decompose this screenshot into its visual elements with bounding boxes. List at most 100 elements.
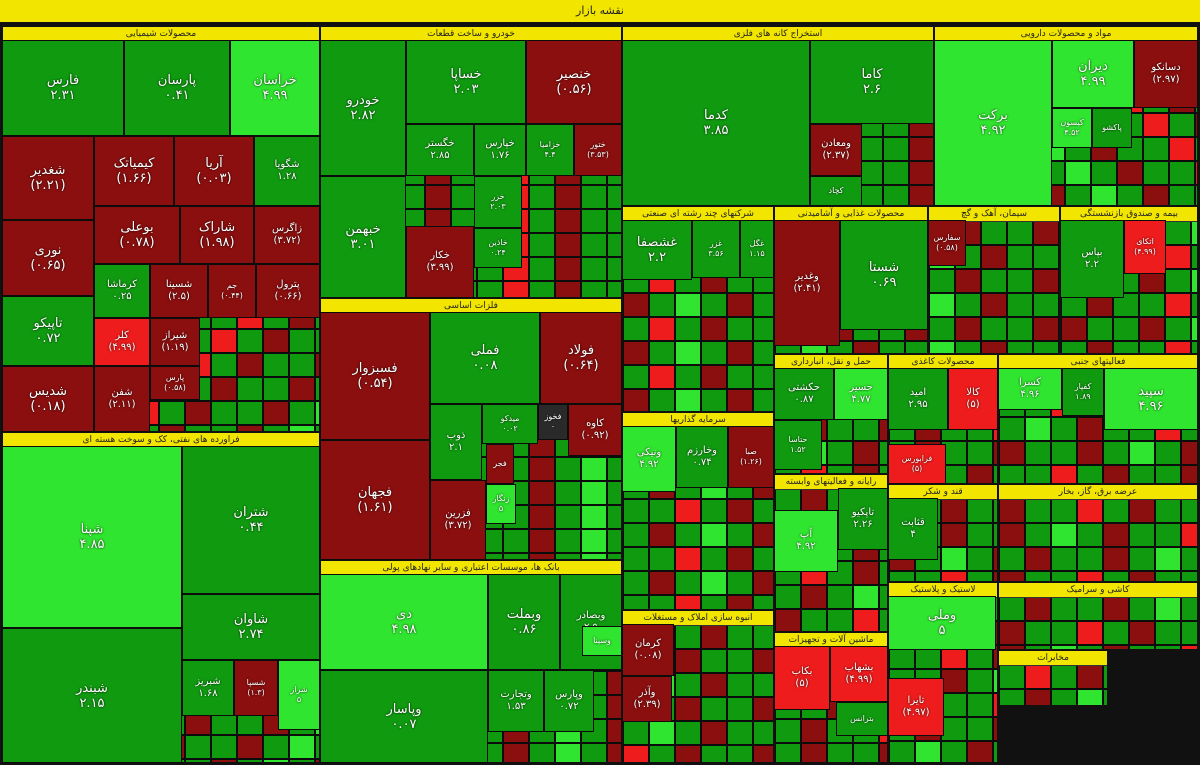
ticker-tile[interactable]: بکاب (۵) <box>774 646 830 710</box>
ticker-tile[interactable]: فولاد (۰.۶۴) <box>540 312 622 404</box>
ticker-tile[interactable]: شاوان ۲.۷۴ <box>182 594 320 660</box>
ticker-tile[interactable]: غگل ۱.۱۵ <box>740 220 774 278</box>
ticker-tile[interactable]: تاپکیو ۲.۲۶ <box>838 488 888 550</box>
minor-ticker-cell <box>967 693 993 717</box>
ticker-tile[interactable]: وپارس ۰.۷۲ <box>544 670 594 732</box>
ticker-tile[interactable]: بترانس <box>836 702 888 736</box>
ticker-tile[interactable]: دی ۴.۹۸ <box>320 574 488 670</box>
ticker-tile[interactable]: اتکای (۴.۹۹) <box>1124 220 1166 274</box>
ticker-tile[interactable]: خودرو ۲.۸۲ <box>320 40 406 176</box>
minor-ticker-cell <box>1139 317 1165 341</box>
ticker-tile[interactable]: فسبزوار (۰.۵۴) <box>320 312 430 440</box>
ticker-tile[interactable]: شراز ۵ <box>278 660 320 730</box>
ticker-tile[interactable]: وسینا <box>582 626 622 656</box>
ticker-tile[interactable]: وپاسار ۰.۰۷ <box>320 670 488 763</box>
ticker-tile[interactable]: فارس ۲.۳۱ <box>2 40 124 136</box>
ticker-tile[interactable]: ذوب ۲.۱ <box>430 404 482 480</box>
ticker-tile[interactable]: کچاد <box>810 176 862 206</box>
ticker-tile[interactable]: خاذین ۰.۲۴ <box>474 228 522 268</box>
ticker-tile[interactable]: فجهان (۱.۶۱) <box>320 440 430 560</box>
minor-ticker-cell <box>753 293 773 317</box>
ticker-tile[interactable]: میدکو ۰.۰۲ <box>482 404 538 444</box>
ticker-tile[interactable]: پارس (۰.۵۸) <box>150 366 200 400</box>
ticker-tile[interactable]: صبا (۱.۲۶) <box>728 426 774 488</box>
ticker-tile[interactable]: شسینا (۲.۵) <box>150 264 208 318</box>
ticker-tile[interactable]: تایرا (۴.۹۷) <box>888 678 944 736</box>
ticker-tile[interactable]: غزر ۳.۵۶ <box>692 220 740 278</box>
ticker-tile[interactable]: نوری (۰.۶۵) <box>2 220 94 296</box>
ticker-tile[interactable]: فجر <box>486 444 514 484</box>
ticker-tile[interactable]: پاکشو <box>1092 108 1132 148</box>
ticker-tile[interactable]: فرابورس (۵) <box>888 444 946 484</box>
ticker-tile[interactable]: کفپار ۱.۸۹ <box>1062 368 1104 416</box>
ticker-tile[interactable]: کاوه (۰.۹۲) <box>568 404 622 456</box>
ticker-tile[interactable]: خگستر ۲.۸۵ <box>406 124 474 176</box>
ticker-tile[interactable]: وغدیر (۲.۴۱) <box>774 220 840 346</box>
ticker-tile[interactable]: خکار (۳.۹۹) <box>406 226 474 298</box>
ticker-tile[interactable]: کلر (۴.۹۹) <box>94 318 150 366</box>
ticker-tile[interactable]: حسیر ۴.۷۷ <box>834 368 888 420</box>
ticker-tile[interactable]: خراسان ۴.۹۹ <box>230 40 320 136</box>
ticker-tile[interactable]: شگویا ۱.۲۸ <box>254 136 320 206</box>
ticker-tile[interactable]: وملی ۵ <box>888 596 996 650</box>
ticker-tile[interactable]: خساپا ۲.۰۳ <box>406 40 526 124</box>
ticker-tile[interactable]: آریا (۰.۰۳) <box>174 136 254 206</box>
ticker-tile[interactable]: تاپیکو ۰.۷۲ <box>2 296 94 366</box>
ticker-tile[interactable]: پترول (۰.۶۶) <box>256 264 320 318</box>
ticker-tile[interactable]: ومعادن (۲.۳۷) <box>810 124 862 176</box>
ticker-tile[interactable]: دیران ۴.۹۹ <box>1052 40 1134 108</box>
ticker-tile[interactable]: وآذر (۲.۳۹) <box>622 676 672 722</box>
ticker-tile[interactable]: جم (۰.۴۴) <box>208 264 256 318</box>
ticker-tile[interactable]: وخارزم ۰.۷۴ <box>676 426 728 488</box>
ticker-tile[interactable]: کرمان (۰.۰۸) <box>622 624 674 676</box>
ticker-tile[interactable]: فزرین (۳.۷۲) <box>430 480 486 560</box>
ticker-tile[interactable]: کسرا ۴.۹۶ <box>998 368 1062 410</box>
ticker-tile[interactable]: آپ ۴.۹۲ <box>774 510 838 572</box>
ticker-tile[interactable]: پارسان ۰.۴۱ <box>124 40 230 136</box>
ticker-tile[interactable]: خبهمن ۳.۰۱ <box>320 176 406 298</box>
ticker-tile[interactable]: شبندر ۲.۱۵ <box>2 628 182 763</box>
ticker-tile[interactable]: شتران ۰.۴۴ <box>182 446 320 594</box>
ticker-tile[interactable]: غشصفا ۲.۲ <box>622 220 692 280</box>
ticker-tile[interactable]: شبریز ۱.۶۸ <box>182 660 234 716</box>
ticker-tile[interactable]: بشهاب (۴.۹۹) <box>830 646 888 702</box>
ticker-tile[interactable]: کاما ۲.۶ <box>810 40 934 124</box>
ticker-tile[interactable]: ختور (۳.۵۳) <box>574 124 622 176</box>
ticker-tile[interactable]: خپارس ۱.۷۶ <box>474 124 526 176</box>
minor-ticker-cell <box>675 625 701 649</box>
ticker-tile[interactable]: ونیکی ۴.۹۲ <box>622 426 676 492</box>
ticker-tile[interactable]: سپید ۴.۹۶ <box>1104 368 1198 430</box>
ticker-tile[interactable]: خنصیر (۰.۵۶) <box>526 40 622 124</box>
ticker-tile[interactable]: شپنا ۴.۸۵ <box>2 446 182 628</box>
ticker-tile[interactable]: فملی ۰.۰۸ <box>430 312 540 404</box>
ticker-tile[interactable]: حتاسا ۱.۵۲ <box>774 420 822 470</box>
ticker-tile[interactable]: کالا (۵) <box>948 368 998 430</box>
ticker-tile[interactable]: برکت ۴.۹۲ <box>934 40 1052 206</box>
ticker-tile[interactable]: کیمیاتک (۱.۶۶) <box>94 136 174 206</box>
ticker-tile[interactable]: وبملت ۰.۸۶ <box>488 574 560 670</box>
ticker-tile[interactable]: شستا ۰.۶۹ <box>840 220 928 330</box>
ticker-tile[interactable]: دسانکو (۲.۹۷) <box>1134 40 1198 108</box>
ticker-tile[interactable]: زنگار ۵ <box>486 484 516 524</box>
ticker-tile[interactable]: شیراز (۱.۱۹) <box>150 318 200 366</box>
ticker-tile[interactable]: شفن (۲.۱۱) <box>94 366 150 432</box>
ticker-tile[interactable]: وتجارت ۱.۵۳ <box>488 670 544 732</box>
ticker-tile[interactable]: کرماشا ۰.۲۵ <box>94 264 150 318</box>
ticker-tile[interactable]: شدیس (۰.۱۸) <box>2 366 94 432</box>
ticker-tile[interactable]: شاراک (۱.۹۸) <box>180 206 254 264</box>
ticker-tile[interactable]: بوعلی (۰.۷۸) <box>94 206 180 264</box>
ticker-tile[interactable]: زاگرس (۳.۷۲) <box>254 206 320 264</box>
ticker-tile[interactable]: قثابت ۴ <box>888 498 938 560</box>
ticker-tile[interactable]: شغدیر (۲.۲۱) <box>2 136 94 220</box>
ticker-tile[interactable]: خزامیا ۴.۴ <box>526 124 574 176</box>
ticker-tile[interactable]: حکشتی ۰.۸۷ <box>774 368 834 420</box>
minor-ticker-cell <box>701 293 727 317</box>
ticker-tile[interactable]: سفارس (۰.۵۸) <box>928 220 966 266</box>
ticker-tile[interactable]: بپاس ۲.۲ <box>1060 220 1124 298</box>
ticker-tile[interactable]: امید ۲.۹۵ <box>888 368 948 430</box>
ticker-tile[interactable]: شسپا (۱.۳) <box>234 660 278 716</box>
ticker-tile[interactable]: خزر ۲.۰۳ <box>474 176 522 228</box>
ticker-tile[interactable]: فخوز ۰ <box>538 404 568 440</box>
ticker-tile[interactable]: کدما ۳.۸۵ <box>622 40 810 206</box>
ticker-tile[interactable]: کیسون ۴.۵۲ <box>1052 108 1092 148</box>
